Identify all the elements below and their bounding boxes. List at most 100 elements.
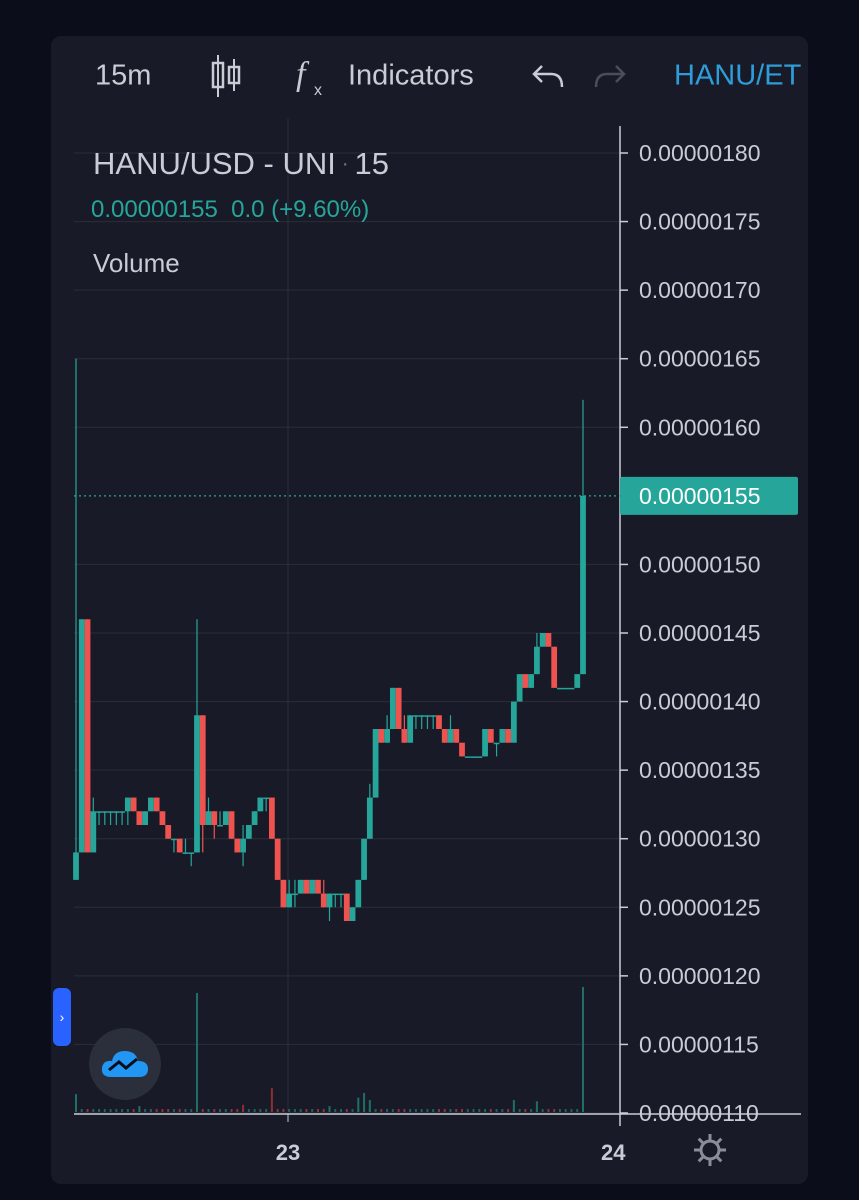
candle-body [459, 742, 465, 757]
volume-bar-base [478, 1109, 481, 1112]
candle [418, 715, 425, 729]
candle-body [349, 907, 356, 921]
candle [211, 811, 218, 839]
candle [516, 674, 523, 702]
symbol-button[interactable]: HANU/ET [674, 59, 802, 92]
legend-last-price: 0.00000155 [91, 196, 218, 223]
candle-body [441, 729, 448, 743]
price-label: 0.00000150 [639, 551, 761, 577]
volume-bar-base [403, 1109, 406, 1112]
volume-bar-base [518, 1109, 521, 1112]
candle [286, 879, 293, 908]
volume-bar-base [397, 1109, 400, 1112]
volume-bar-base [299, 1109, 302, 1112]
volume-bar [582, 987, 584, 1112]
volume-bar-base [92, 1109, 95, 1112]
candle-body [378, 729, 385, 743]
price-label: 0.00000170 [639, 277, 761, 303]
candlestick-icon[interactable] [211, 55, 241, 97]
legend-title[interactable]: HANU/USD - UNI · 15 [93, 146, 389, 182]
candle-body [384, 729, 390, 743]
candle-body [372, 729, 379, 798]
candle-body [487, 729, 494, 743]
volume-bar-base [178, 1109, 181, 1112]
candle [505, 729, 511, 743]
candle-body [176, 838, 183, 853]
volume-bar-base [201, 1109, 204, 1112]
candle [436, 715, 442, 729]
volume-bar-base [276, 1109, 279, 1112]
candle [338, 893, 344, 908]
candle-body [153, 797, 160, 812]
tradingview-cloud-icon[interactable] [89, 1028, 161, 1100]
candle [182, 838, 189, 854]
candle-body [222, 811, 229, 825]
volume-bar-base [253, 1109, 256, 1112]
candle-body [228, 811, 235, 839]
volume-bar [363, 1092, 366, 1112]
volume-bar-base [224, 1109, 227, 1112]
candle-body [418, 715, 425, 717]
candle-body [320, 893, 327, 908]
volume-bar [357, 1097, 360, 1112]
price-label: 0.00000115 [639, 1031, 759, 1057]
candle-body [436, 715, 442, 729]
candle-body [78, 619, 85, 853]
redo-icon [593, 63, 627, 89]
candle [171, 838, 177, 853]
gear-icon[interactable] [692, 1132, 728, 1168]
volume-bar-base [305, 1109, 308, 1112]
volume-bar-base [524, 1109, 527, 1112]
candle [309, 879, 316, 894]
candle [320, 879, 327, 908]
candle [355, 879, 362, 908]
candle [274, 838, 281, 880]
chevron-right-icon[interactable]: › [53, 988, 71, 1046]
candle [580, 399, 586, 675]
candle-body [113, 811, 120, 813]
candle [113, 811, 120, 825]
candle-body [182, 852, 189, 854]
fx-icon[interactable]: f x [294, 55, 328, 97]
volume-bar-base [345, 1109, 348, 1112]
price-label: 0.00000175 [639, 209, 761, 235]
candle [292, 879, 298, 908]
candle-body [389, 687, 396, 729]
chart-canvas[interactable]: 0.00000180 0.00000175 0.00000170 0.00000165… [51, 36, 808, 1184]
candle [470, 756, 477, 758]
volume-bar-base [530, 1109, 533, 1112]
candle-body [286, 893, 293, 908]
volume-bar-base [484, 1109, 487, 1112]
candle-body [96, 811, 102, 813]
candle [188, 852, 195, 867]
candle [522, 674, 529, 688]
legend-interval: 15 [354, 146, 389, 181]
candle-body [245, 825, 252, 839]
volume-bar-base [184, 1109, 187, 1112]
candle-body [580, 495, 586, 675]
candle [430, 715, 437, 729]
legend-volume[interactable]: Volume [93, 248, 180, 278]
candle [205, 797, 212, 825]
candle [493, 742, 500, 757]
volume-bar-base [495, 1109, 498, 1112]
candle [96, 811, 102, 825]
undo-icon[interactable] [531, 63, 565, 89]
candle [234, 838, 241, 853]
candle-body [499, 729, 506, 743]
candle-body [510, 701, 517, 743]
candle-body [395, 687, 402, 729]
candle-body [240, 838, 246, 853]
candle [245, 825, 252, 839]
legend-symbol: HANU/USD - UNI [93, 146, 336, 181]
volume-bar-base [507, 1109, 510, 1112]
indicators-button[interactable]: Indicators [348, 59, 474, 92]
volume-bar-base [501, 1109, 504, 1112]
volume-bar-base [449, 1109, 452, 1112]
candle-body [539, 633, 546, 647]
interval-button[interactable]: 15m [95, 59, 152, 92]
volume-bar [368, 1100, 371, 1112]
candle [407, 715, 414, 743]
time-label: 24 [601, 1140, 626, 1165]
candle [199, 715, 206, 853]
